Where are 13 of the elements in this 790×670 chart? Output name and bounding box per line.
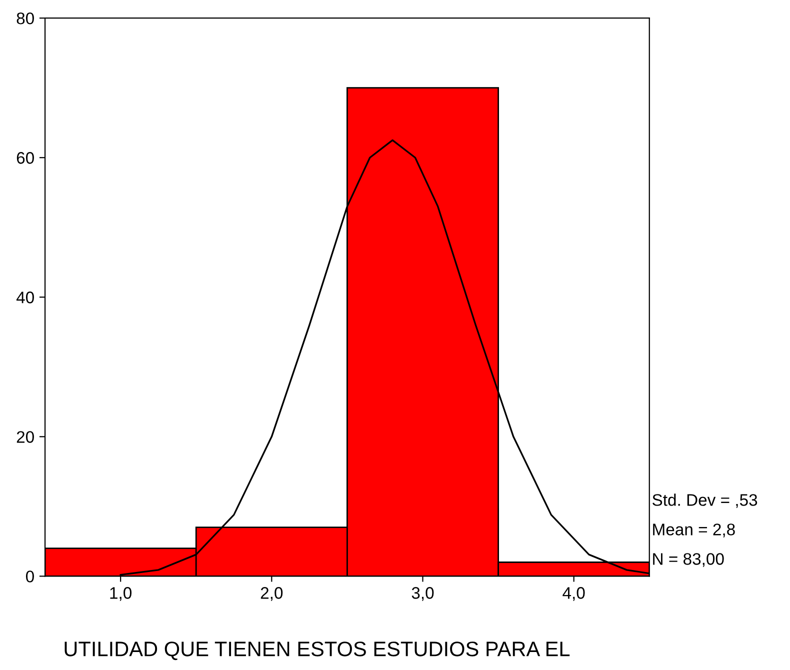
y-tick-label: 20 [16,431,34,443]
x-tick-label: 1,0 [110,587,132,601]
text: Mean = 2,8 [653,524,735,538]
x-tick-label: 4,0 [562,587,585,601]
text: Std. Dev = ,53 [652,494,758,508]
y-tick-label: 80 [16,12,34,24]
y-tick-label: 60 [16,152,34,164]
y-tick-label: 0 [26,570,34,582]
text: N = 83,00 [653,553,724,567]
x-tick-label: 3,0 [412,587,434,601]
x-axis-title: UTILIDAD QUE TIENEN ESTOS ESTUDIOS PARA EL [64,642,570,660]
y-tick-label: 40 [16,292,34,304]
x-tick-label: 2,0 [260,587,283,601]
